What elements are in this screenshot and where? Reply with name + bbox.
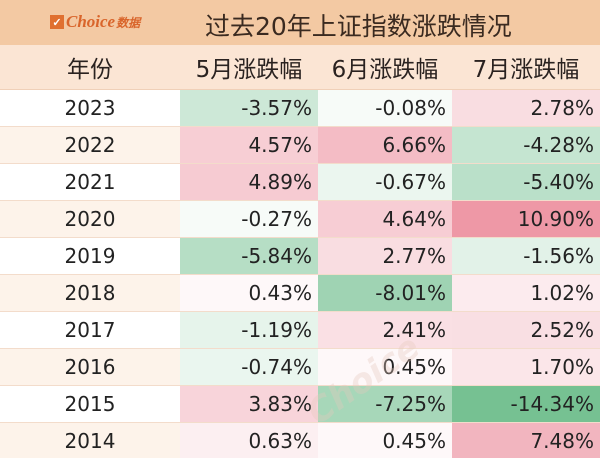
- year-cell: 2023: [64, 96, 116, 120]
- year-cell: 2020: [0, 201, 180, 237]
- value-cell: 2.41%: [318, 312, 452, 348]
- value-cell: 2.77%: [318, 238, 452, 274]
- value-cell: 0.63%: [180, 423, 318, 458]
- year-cell: 2017: [64, 318, 116, 342]
- value-cell: -0.67%: [318, 164, 452, 200]
- value-cell: -0.74%: [180, 349, 318, 385]
- value-cell: 6.66%: [318, 127, 452, 163]
- value-cell: -7.25%: [318, 386, 452, 422]
- value-cell: 3.83%: [180, 386, 318, 422]
- table-row: 2016 -0.74% 0.45% 1.70%: [0, 349, 600, 386]
- value-cell: 4.64%: [318, 201, 452, 237]
- value-cell: -1.19%: [180, 312, 318, 348]
- year-cell: 2021: [64, 170, 116, 194]
- year-cell: 2018: [0, 275, 180, 311]
- value-cell: 2.78%: [452, 90, 600, 126]
- title-bar: ✓ Choice 数据 过去20年上证指数涨跌情况: [0, 0, 600, 45]
- value-cell: 10.90%: [452, 201, 600, 237]
- table-title: 过去20年上证指数涨跌情况: [205, 12, 512, 41]
- header-row: 年份 5月涨跌幅 6月涨跌幅 7月涨跌幅: [0, 45, 600, 90]
- value-cell: -3.57%: [180, 90, 318, 126]
- year-cell: 2016: [0, 349, 180, 385]
- year-cell: 2019: [64, 244, 116, 268]
- year-cell: 2014: [0, 423, 180, 458]
- header-june: 6月涨跌幅: [331, 57, 439, 83]
- check-icon: ✓: [50, 15, 64, 29]
- value-cell: 4.89%: [180, 164, 318, 200]
- value-cell: -5.40%: [452, 164, 600, 200]
- value-cell: 2.52%: [452, 312, 600, 348]
- table-row: 2022 4.57% 6.66% -4.28%: [0, 127, 600, 164]
- value-cell: 0.45%: [318, 423, 452, 458]
- value-cell: -14.34%: [452, 386, 600, 422]
- value-cell: 1.02%: [452, 275, 600, 311]
- table-row: 2014 0.63% 0.45% 7.48%: [0, 423, 600, 458]
- table-row: 2019 -5.84% 2.77% -1.56%: [0, 238, 600, 275]
- table-row: 2020 -0.27% 4.64% 10.90%: [0, 201, 600, 238]
- table-row: 2021 4.89% -0.67% -5.40%: [0, 164, 600, 201]
- value-cell: -1.56%: [452, 238, 600, 274]
- value-cell: 0.43%: [180, 275, 318, 311]
- value-cell: 4.57%: [180, 127, 318, 163]
- header-may: 5月涨跌幅: [195, 57, 303, 83]
- table-row: 2018 0.43% -8.01% 1.02%: [0, 275, 600, 312]
- table-body: 2023 -3.57% -0.08% 2.78% 2022 4.57% 6.66% -4.28…: [0, 90, 600, 458]
- table-row: 2023 -3.57% -0.08% 2.78%: [0, 90, 600, 127]
- year-cell: 2022: [0, 127, 180, 163]
- value-cell: 7.48%: [452, 423, 600, 458]
- header-july: 7月涨跌幅: [472, 57, 580, 83]
- value-cell: -0.27%: [180, 201, 318, 237]
- value-cell: -5.84%: [180, 238, 318, 274]
- value-cell: -8.01%: [318, 275, 452, 311]
- value-cell: 1.70%: [452, 349, 600, 385]
- value-cell: 0.45%: [318, 349, 452, 385]
- value-cell: -4.28%: [452, 127, 600, 163]
- header-year: 年份: [67, 57, 113, 83]
- value-cell: -0.08%: [318, 90, 452, 126]
- table-row: 2015 3.83% -7.25% -14.34%: [0, 386, 600, 423]
- table-row: 2017 -1.19% 2.41% 2.52%: [0, 312, 600, 349]
- choice-logo: ✓ Choice 数据: [50, 12, 140, 32]
- year-cell: 2015: [64, 392, 116, 416]
